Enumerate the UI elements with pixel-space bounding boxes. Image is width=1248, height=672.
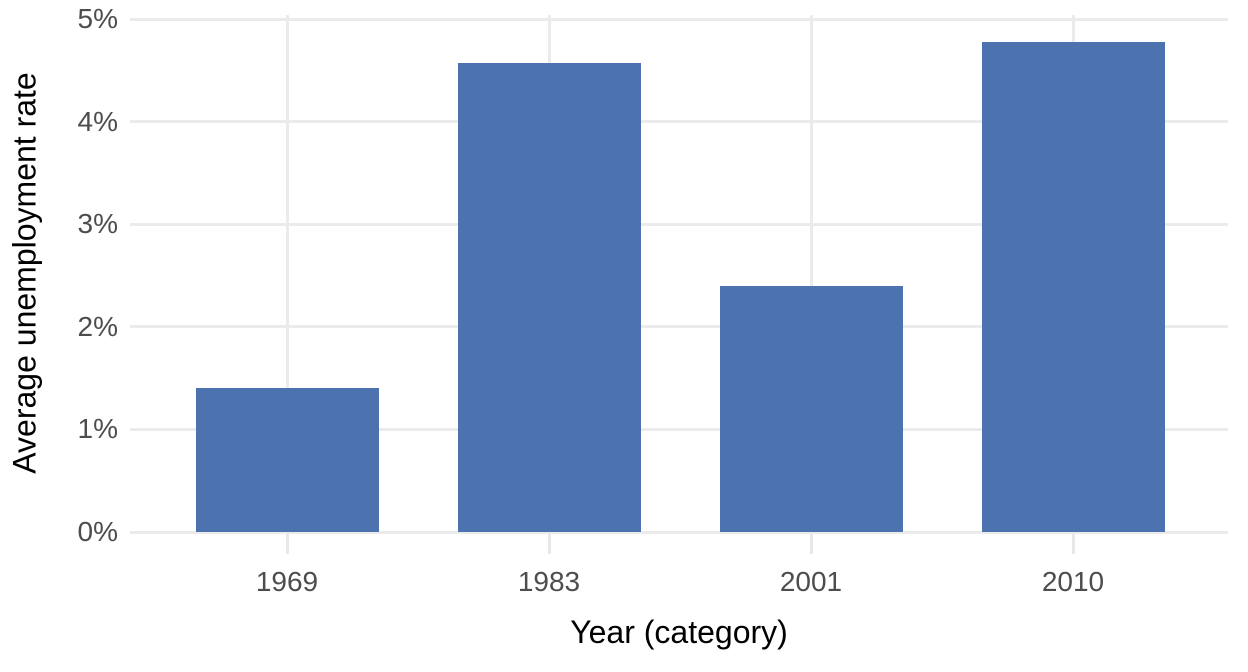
x-tick-mark (809, 533, 813, 554)
x-gridline (285, 15, 289, 532)
x-tick-label: 1983 (517, 566, 581, 597)
x-tick-label: 2001 (779, 566, 843, 597)
x-tick-mark (1071, 533, 1075, 554)
y-gridline (130, 222, 1228, 226)
bar-2001 (719, 285, 903, 532)
bar-1983 (457, 63, 641, 532)
y-gridline (130, 530, 1228, 534)
x-tick-label: 2010 (1041, 566, 1105, 597)
y-tick-label: 5% (77, 3, 118, 34)
y-tick-label: 3% (77, 208, 118, 240)
y-gridline (130, 427, 1228, 431)
x-tick-mark (547, 533, 551, 554)
x-tick-label: 1969 (255, 566, 319, 597)
y-tick-label: 0% (77, 516, 118, 547)
y-gridline (130, 325, 1228, 329)
y-tick-label: 4% (77, 105, 118, 137)
bar-1969 (195, 388, 379, 532)
y-tick-label: 1% (77, 413, 118, 445)
y-gridline (130, 17, 1228, 21)
y-gridline (130, 120, 1228, 124)
bar-2010 (981, 41, 1165, 532)
x-axis-title: Year (category) (570, 614, 788, 650)
plot-panel (130, 15, 1228, 534)
x-gridline (809, 15, 813, 532)
y-tick-label: 2% (77, 310, 118, 342)
x-tick-mark (285, 533, 289, 554)
